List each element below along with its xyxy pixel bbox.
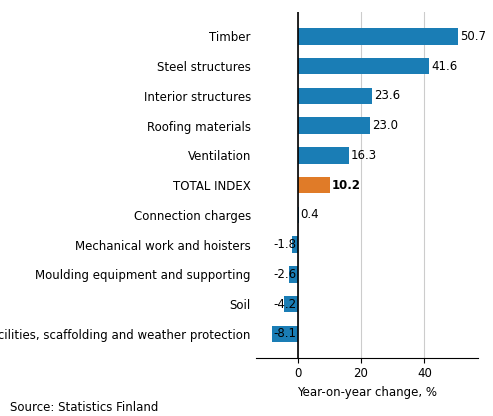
Text: -4.2: -4.2 [273,297,296,311]
Bar [298,88,372,104]
Bar [289,266,298,282]
Text: 0.4: 0.4 [301,208,319,221]
Bar [292,236,298,253]
Text: 23.6: 23.6 [374,89,400,102]
Bar [272,326,298,342]
Text: 10.2: 10.2 [332,178,361,192]
Text: 41.6: 41.6 [431,59,458,73]
Text: 16.3: 16.3 [351,149,377,162]
Bar [298,147,349,163]
Bar [298,177,330,193]
Bar [298,117,370,134]
Text: Source: Statistics Finland: Source: Statistics Finland [10,401,158,414]
X-axis label: Year-on-year change, %: Year-on-year change, % [297,386,437,399]
Bar [298,207,299,223]
Text: -2.6: -2.6 [273,268,296,281]
Text: 50.7: 50.7 [460,30,486,43]
Bar [298,58,429,74]
Text: -1.8: -1.8 [273,238,296,251]
Text: -8.1: -8.1 [273,327,296,340]
Bar [298,28,458,45]
Text: 23.0: 23.0 [372,119,398,132]
Bar [284,296,298,312]
